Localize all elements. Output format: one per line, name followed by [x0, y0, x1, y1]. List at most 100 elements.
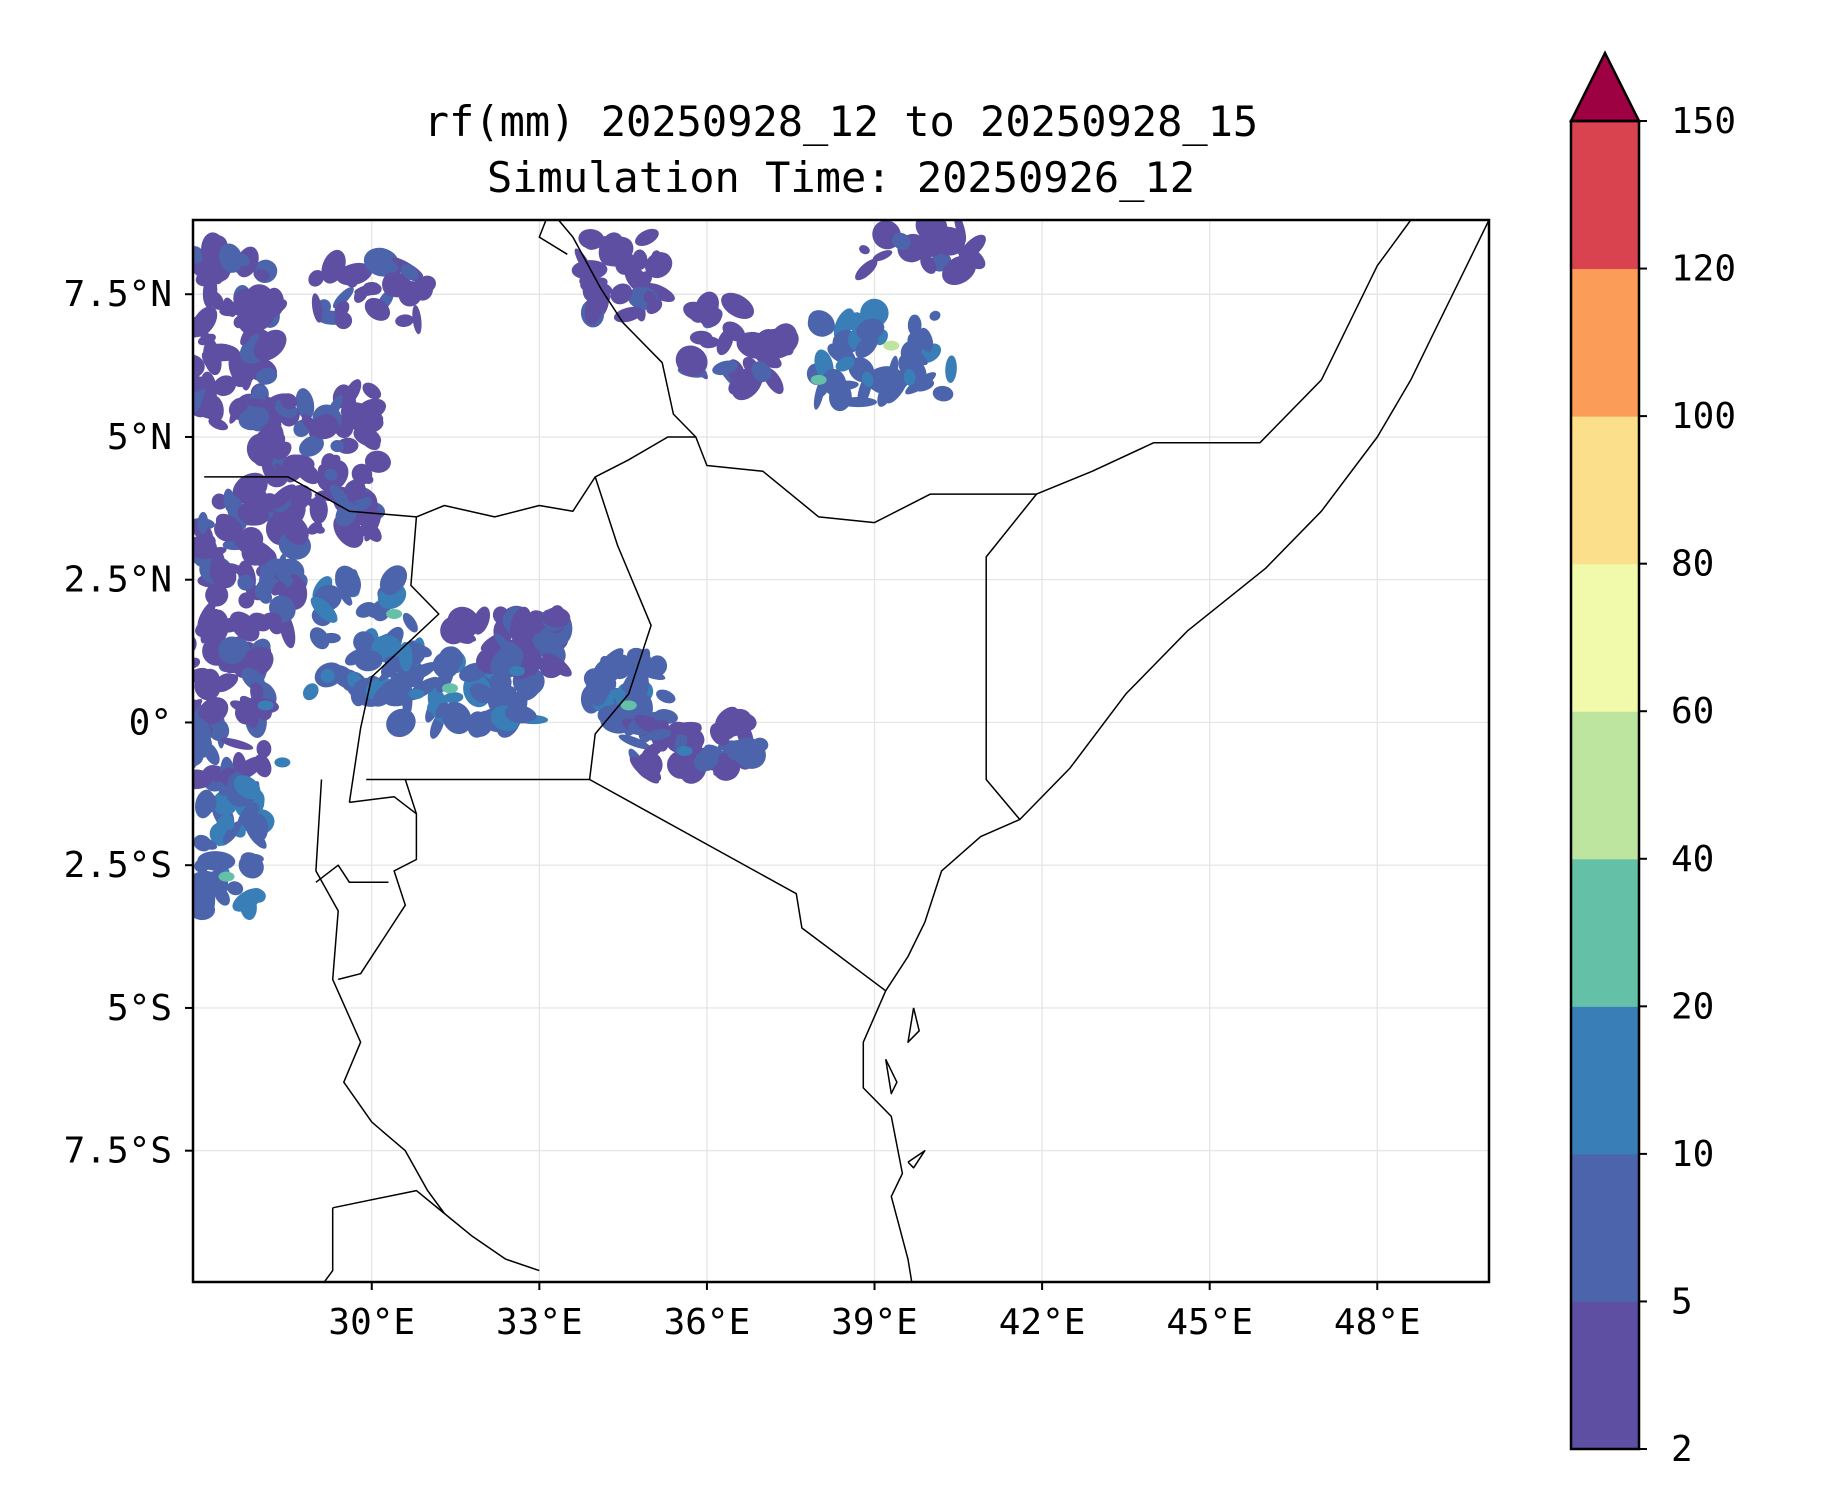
rain-cell-2-37 — [244, 495, 267, 521]
rain-core-10 — [274, 757, 291, 768]
x-tick-label-1: 33°E — [496, 1302, 583, 1343]
rain-cell-15-27 — [311, 293, 323, 323]
rain-cell-5-29 — [193, 900, 216, 921]
colorbar-bin-5-10 — [1571, 1153, 1639, 1302]
country-border-4 — [348, 516, 440, 803]
rain-cell-2-48 — [271, 579, 287, 596]
country-border-12 — [557, 220, 697, 438]
y-tick-label-4: 2.5°S — [64, 845, 172, 886]
coastline-2 — [907, 1007, 920, 1043]
rain-cell-1-15 — [295, 388, 315, 420]
rain-cell-3-22 — [353, 631, 376, 654]
rain-core-1 — [218, 871, 235, 882]
rain-cell-1-3 — [362, 382, 382, 400]
rain-cell-1-64 — [280, 393, 298, 410]
rain-cell-0-69 — [223, 297, 237, 318]
rain-cell-0-44 — [201, 352, 217, 373]
rain-cell-1-39 — [286, 459, 308, 483]
rain-cell-2-58 — [197, 511, 209, 534]
rain-cell-2-59 — [259, 564, 269, 601]
rain-cell-14-10 — [933, 252, 950, 264]
rain-cell-0-19 — [193, 353, 205, 380]
rain-cell-8-30 — [656, 689, 676, 704]
rain-cell-10-8 — [709, 723, 730, 746]
y-tick-label-0: 7.5°N — [64, 274, 172, 315]
x-tick-label-6: 48°E — [1334, 1302, 1421, 1343]
rain-cell-2-61 — [228, 563, 252, 579]
rain-cell-4-35 — [220, 737, 254, 750]
rain-cell-14-7 — [859, 245, 870, 255]
x-tick-label-4: 42°E — [999, 1302, 1086, 1343]
rain-cell-8-23 — [648, 655, 668, 677]
rain-cell-4-59 — [193, 729, 212, 759]
rain-cell-1-79 — [357, 424, 381, 451]
coastline-4 — [907, 1149, 926, 1169]
colorbar-label-6: 80 — [1671, 544, 1714, 585]
rain-cell-6-38 — [382, 687, 415, 707]
rain-cell-5-38 — [193, 870, 222, 900]
rain-cell-11-28 — [580, 279, 613, 296]
rain-cell-11-13 — [643, 282, 675, 302]
rain-core-4 — [408, 688, 425, 699]
rain-cell-13-35 — [861, 372, 874, 387]
rain-cell-0-62 — [218, 243, 243, 273]
rain-cell-1-56 — [299, 435, 324, 457]
rain-cell-2-52 — [215, 513, 243, 538]
rain-cell-0-43 — [253, 269, 270, 282]
rain-cell-2-28 — [238, 592, 255, 609]
y-axis-ticks: 7.5°N 5°N 2.5°N 0° 2.5°S 5°S 7.5°S — [64, 274, 193, 1172]
rain-cell-5-26 — [237, 802, 259, 830]
rain-cell-7-34 — [543, 607, 571, 628]
rain-cell-7-37 — [542, 653, 572, 677]
rain-cell-14-8 — [957, 245, 986, 270]
rain-cell-13-43 — [903, 369, 916, 386]
colorbar — [1568, 50, 1642, 1451]
rain-cell-12-25 — [751, 361, 772, 383]
rain-core-12 — [509, 666, 525, 677]
rain-cell-1-65 — [351, 463, 373, 485]
boundary-lines — [204, 220, 1489, 1282]
y-tick-label-3: 0° — [129, 702, 172, 743]
rain-cell-0-39 — [229, 396, 246, 424]
rain-cell-12-28 — [772, 331, 794, 356]
rain-cell-9-30 — [693, 748, 720, 772]
country-border-10 — [323, 1207, 334, 1282]
rain-core-9 — [810, 374, 827, 385]
rain-cell-15-9 — [321, 249, 346, 284]
y-tick-label-5: 5°S — [107, 988, 172, 1029]
rain-cell-11-15 — [610, 283, 633, 305]
rain-cell-15-25 — [401, 264, 419, 281]
coastline-1 — [862, 990, 913, 1282]
colorbar-bin-100-120 — [1571, 268, 1639, 417]
x-tick-label-3: 39°E — [831, 1302, 918, 1343]
rain-cell-11-29 — [635, 228, 659, 247]
rain-cell-13-23 — [853, 358, 872, 377]
rain-cell-15-0 — [308, 269, 325, 287]
rain-cell-5-32 — [218, 786, 239, 797]
rain-cell-5-39 — [222, 821, 242, 845]
x-tick-label-2: 36°E — [664, 1302, 751, 1343]
coastline-3 — [884, 1058, 898, 1095]
rain-cell-7-22 — [531, 618, 544, 634]
colorbar-label-1: 5 — [1671, 1281, 1693, 1322]
rain-cell-14-11 — [920, 254, 937, 274]
rain-cell-2-46 — [205, 583, 229, 607]
rain-cell-13-33 — [808, 310, 835, 336]
rain-cell-2-47 — [199, 547, 227, 560]
colorbar-bin-120-150 — [1571, 121, 1639, 270]
rain-cell-6-51 — [435, 702, 448, 719]
colorbar-frame — [1569, 119, 1641, 1451]
rain-cell-0-17 — [193, 246, 204, 264]
rain-cell-12-8 — [721, 292, 755, 319]
rain-core-5 — [620, 700, 637, 711]
rain-cell-14-0 — [872, 250, 893, 262]
rain-cell-6-50 — [426, 694, 445, 713]
rain-cell-11-27 — [578, 229, 605, 250]
rain-cell-3-15 — [402, 612, 418, 633]
rain-cell-9-34 — [642, 760, 662, 781]
rain-cell-4-55 — [218, 636, 247, 665]
rain-cell-2-65 — [195, 615, 230, 638]
rain-cell-1-42 — [344, 479, 366, 501]
colorbar-label-0: 2 — [1671, 1429, 1693, 1470]
rain-cell-11-11 — [579, 266, 602, 285]
